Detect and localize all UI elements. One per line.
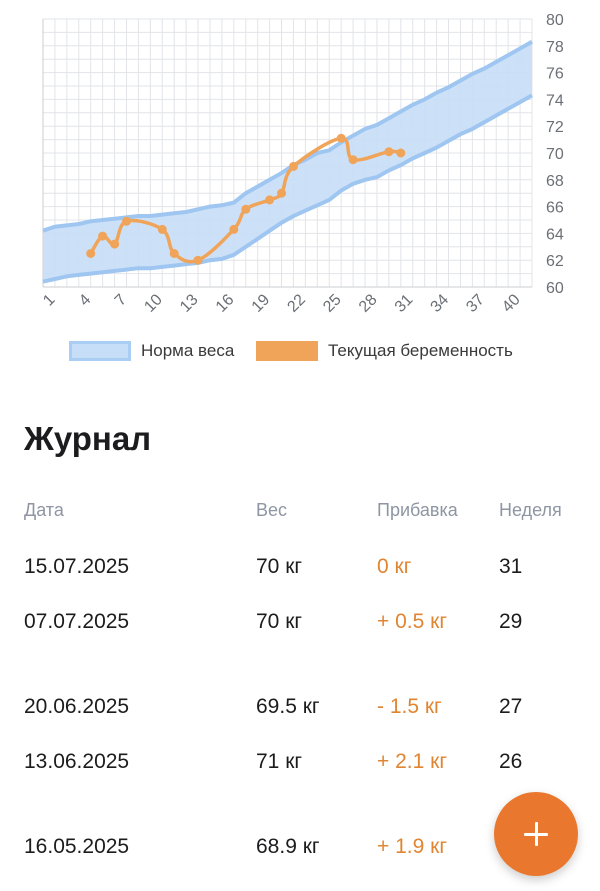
data-point — [122, 216, 131, 226]
data-point — [277, 188, 286, 198]
x-tick-label: 10 — [141, 291, 166, 316]
x-tick-label: 19 — [249, 291, 274, 316]
x-tick-label: 40 — [499, 291, 524, 316]
data-point — [229, 224, 239, 234]
data-point — [265, 195, 275, 205]
y-tick-label: 70 — [546, 146, 564, 163]
data-point — [157, 224, 167, 234]
row-weight: 70 кг — [256, 555, 303, 578]
norm-band-lower — [42, 93, 533, 284]
row-date: 15.07.2025 — [24, 555, 130, 578]
row-gain: + 1.9 кг — [377, 835, 447, 858]
row-date: 20.06.2025 — [24, 695, 130, 718]
y-tick-label: 68 — [546, 173, 564, 190]
legend-label-norm: Норма веса — [141, 341, 235, 360]
row-weight: 68.9 кг — [256, 835, 320, 858]
row-week: 29 — [499, 610, 523, 633]
y-tick-label: 74 — [546, 92, 564, 109]
weight-chart-svg: 60 62 64 66 68 70 72 74 76 78 80 1 4 7 10 13 16 19 22 25 28 3… — [40, 12, 564, 316]
add-entry-button[interactable] — [494, 792, 578, 876]
header-date: Дата — [24, 500, 64, 520]
x-tick-label: 28 — [356, 291, 381, 316]
data-point — [348, 155, 358, 165]
row-date: 13.06.2025 — [24, 750, 130, 773]
row-weight: 71 кг — [256, 750, 303, 773]
row-date: 16.05.2025 — [24, 835, 130, 858]
data-point — [110, 239, 120, 249]
y-tick-label: 76 — [546, 66, 564, 83]
legend-item-norm[interactable]: Норма веса — [69, 338, 234, 364]
row-week: 26 — [499, 750, 523, 773]
y-tick-label: 60 — [546, 280, 564, 297]
current-weight-line — [89, 136, 402, 264]
row-weight: 70 кг — [256, 610, 303, 633]
x-tick-label: 31 — [392, 291, 417, 316]
data-point — [241, 204, 251, 214]
y-tick-label: 62 — [546, 253, 564, 270]
x-tick-label: 7 — [112, 291, 130, 309]
data-point — [86, 249, 96, 258]
data-point — [289, 161, 298, 171]
weight-chart: 60 62 64 66 68 70 72 74 76 78 80 1 4 7 10 13 16 19 22 25 28 3… — [0, 0, 600, 330]
norm-band-area — [43, 41, 532, 282]
data-point — [98, 231, 108, 241]
y-tick-label: 64 — [546, 226, 564, 243]
x-tick-label: 22 — [284, 291, 309, 316]
header-gain: Прибавка — [377, 500, 458, 520]
y-tick-label: 80 — [546, 12, 564, 29]
plus-icon — [524, 822, 548, 846]
x-tick-label: 34 — [428, 291, 453, 316]
journal-title: Журнал — [24, 420, 152, 457]
header-week: Неделя — [499, 500, 562, 520]
row-gain: - 1.5 кг — [377, 695, 442, 718]
x-tick-label: 25 — [320, 291, 345, 316]
y-tick-label: 72 — [546, 119, 564, 136]
row-date: 07.07.2025 — [24, 610, 130, 633]
x-tick-label: 37 — [463, 291, 488, 316]
data-point — [193, 255, 203, 265]
data-point — [384, 147, 394, 157]
data-point — [336, 133, 346, 143]
y-tick-label: 66 — [546, 200, 564, 217]
row-weight: 69.5 кг — [256, 695, 320, 718]
legend-label-current: Текущая беременность — [328, 341, 513, 360]
data-point — [396, 148, 406, 158]
x-tick-label: 1 — [40, 291, 58, 309]
header-weight: Вес — [256, 500, 288, 520]
data-point — [169, 249, 179, 258]
x-tick-label: 16 — [213, 291, 238, 316]
row-gain: + 2.1 кг — [377, 750, 447, 773]
row-gain: 0 кг — [377, 555, 412, 578]
x-tick-label: 4 — [76, 291, 94, 309]
row-week: 27 — [499, 695, 523, 718]
row-gain: + 0.5 кг — [377, 610, 447, 633]
legend-swatch-norm — [69, 341, 131, 361]
legend-item-current[interactable]: Текущая беременность — [256, 338, 513, 364]
legend-swatch-current — [256, 341, 318, 361]
y-tick-label: 78 — [546, 39, 564, 56]
row-week: 31 — [499, 555, 523, 578]
x-tick-label: 13 — [177, 291, 202, 316]
chart-legend: Норма веса Текущая беременность — [0, 338, 600, 364]
